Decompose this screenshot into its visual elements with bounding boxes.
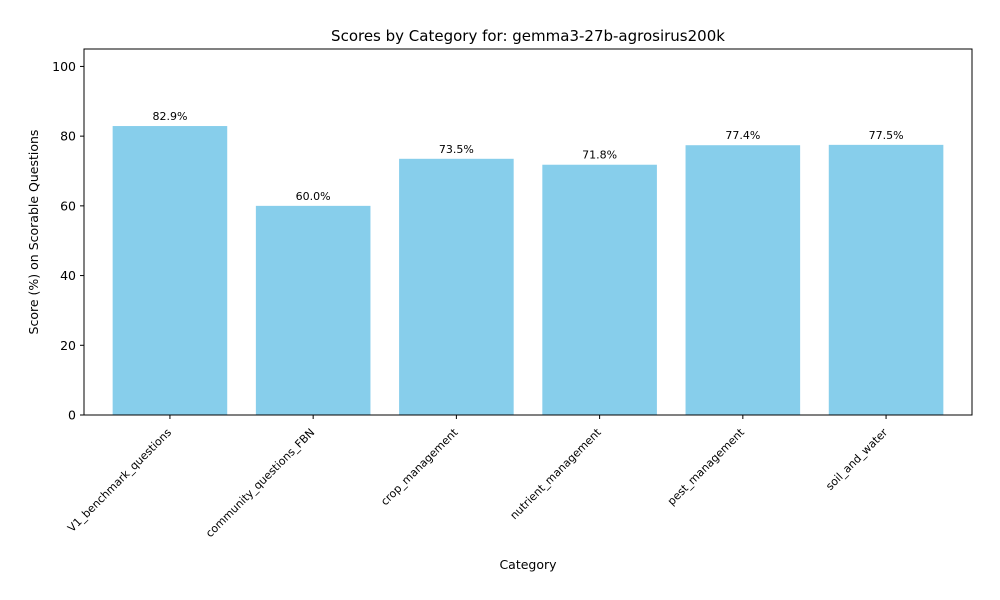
y-axis-label: Score (%) on Scorable Questions <box>26 130 41 335</box>
x-tick-label-V1_benchmark_questions: V1_benchmark_questions <box>65 426 174 535</box>
y-axis: 0 20 40 60 80 100 <box>52 59 84 423</box>
bar-crop_management <box>399 158 514 416</box>
bar-soil_and_water <box>828 144 944 415</box>
y-tick-label-20: 20 <box>60 338 76 353</box>
x-tick-label-community_questions_FBN: community_questions_FBN <box>203 426 317 540</box>
y-tick-label-80: 80 <box>60 129 76 144</box>
bar-nutrient_management <box>542 164 657 415</box>
bar-V1_benchmark_questions <box>112 126 228 415</box>
x-axis-label: Category <box>499 557 557 572</box>
data-label-crop_management: 73.5% <box>439 143 474 156</box>
bar-community_questions_FBN <box>255 205 371 415</box>
data-label-pest_management: 77.4% <box>725 129 760 142</box>
data-label-community_questions_FBN: 60.0% <box>296 190 331 203</box>
bars-group: 82.9% 60.0% 73.5% 71.8% 77.4% 77.5% <box>112 110 944 416</box>
x-axis: V1_benchmark_questions community_question… <box>65 415 891 540</box>
data-label-nutrient_management: 71.8% <box>582 149 617 162</box>
y-tick-label-0: 0 <box>68 408 76 423</box>
x-tick-label-crop_management: crop_management <box>378 425 461 508</box>
bar-pest_management <box>685 145 801 415</box>
data-label-V1_benchmark_questions: 82.9% <box>152 110 187 123</box>
x-tick-label-nutrient_management: nutrient_management <box>508 425 605 522</box>
data-label-soil_and_water: 77.5% <box>869 129 904 142</box>
y-tick-label-60: 60 <box>60 198 76 213</box>
y-tick-label-100: 100 <box>52 59 76 74</box>
x-tick-label-soil_and_water: soil_and_water <box>823 426 890 493</box>
chart-title: Scores by Category for: gemma3-27b-agros… <box>331 27 725 45</box>
plot-frame <box>83 48 973 416</box>
x-tick-label-pest_management: pest_management <box>665 425 747 507</box>
y-tick-label-40: 40 <box>60 268 76 283</box>
